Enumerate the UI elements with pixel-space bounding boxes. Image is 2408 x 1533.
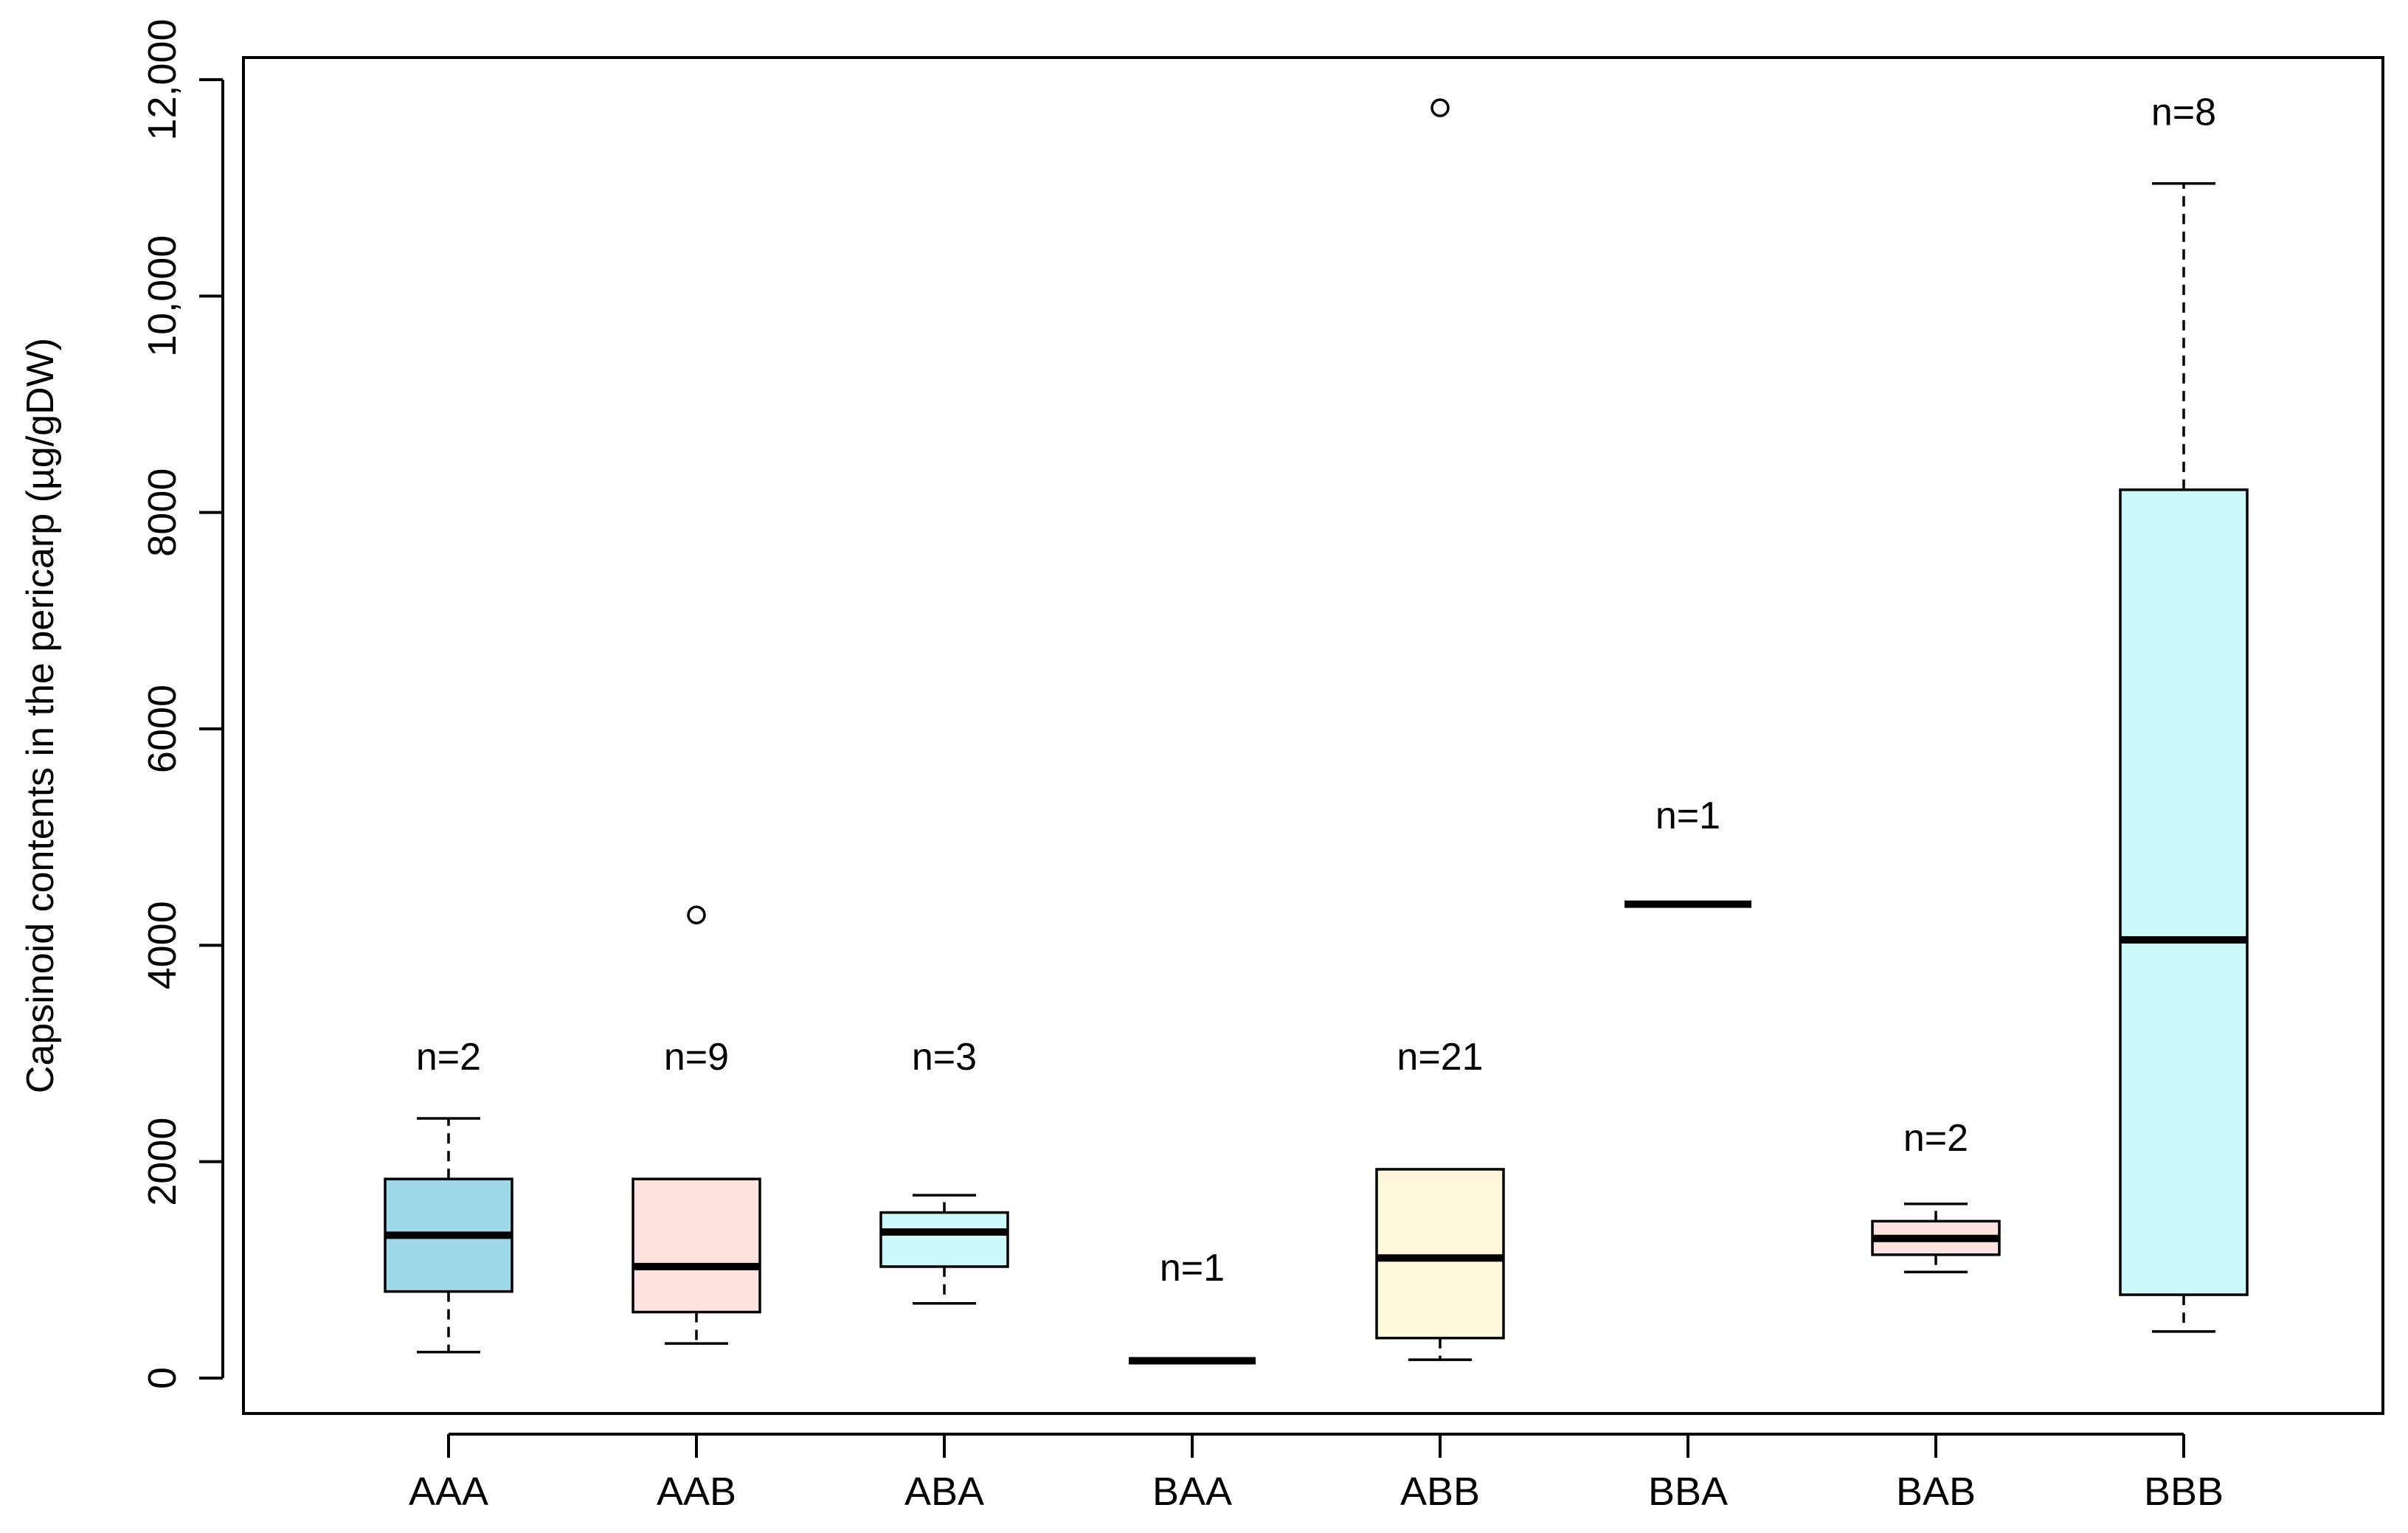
outlier-point [687,905,706,925]
box-aba [879,1194,1009,1305]
x-tick-label: BAA [1152,1470,1232,1514]
n-label-aab: n=9 [664,1036,729,1079]
box-body [2119,488,2249,1296]
n-label-bbb: n=8 [2151,91,2216,134]
x-tick-label: ABB [1400,1470,1480,1514]
n-label-baa: n=1 [1160,1247,1225,1290]
box-body [1375,1168,1505,1340]
box-bbb [2119,182,2249,1333]
outlier-point [1430,98,1450,117]
x-tick-label: BBA [1648,1470,1728,1514]
y-axis: 0 2000 4000 6000 8000 10,000 12,000 [140,18,224,1389]
sample-size-labels: n=2 n=9 n=3 n=1 n=21 n=1 n=2 n=8 [416,91,2216,1290]
box-aaa [384,1117,513,1354]
box-abb [1375,98,1505,1361]
n-label-abb: n=21 [1397,1036,1483,1079]
box-body [879,1211,1009,1268]
box-aab [632,905,761,1345]
x-tick-label: ABA [904,1470,984,1514]
x-tick-label: AAB [657,1470,736,1514]
box-bab [1871,1202,2001,1274]
x-tick-label: BBB [2144,1470,2224,1514]
y-tick-label: 10,000 [140,235,184,357]
n-label-bab: n=2 [1903,1117,1968,1160]
y-tick-label: 2000 [140,1118,184,1206]
n-label-bba: n=1 [1656,795,1720,837]
x-tick-label: BAB [1896,1470,1976,1514]
y-tick-label: 0 [140,1367,184,1389]
plot-frame [242,56,2384,1415]
n-label-aba: n=3 [912,1036,977,1079]
x-tick-label: AAA [409,1470,488,1514]
y-tick-label: 8000 [140,468,184,557]
y-axis-title: Capsinoid contents in the pericarp (µg/g… [19,338,62,1093]
n-label-aaa: n=2 [416,1036,481,1079]
boxes [384,98,2249,1365]
box-body [632,1177,761,1314]
y-tick-label: 12,000 [140,18,184,140]
y-tick-label: 4000 [140,901,184,989]
y-tick-label: 6000 [140,685,184,773]
x-axis: AAA AAB ABA BAA ABB BBA BAB BBB [409,1433,2224,1514]
